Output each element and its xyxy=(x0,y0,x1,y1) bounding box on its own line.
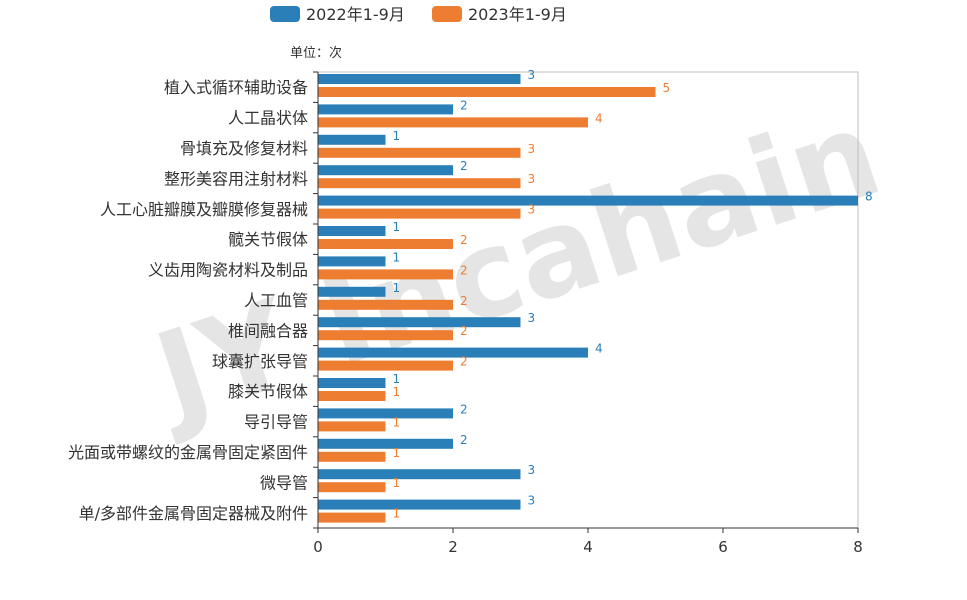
data-label: 3 xyxy=(528,463,536,477)
data-label: 2 xyxy=(460,324,468,338)
category-label: 单/多部件金属骨固定器械及附件 xyxy=(79,504,308,523)
x-tick-label: 4 xyxy=(583,538,593,556)
category-label: 髋关节假体 xyxy=(228,230,308,249)
legend: 2022年1-9月 2023年1-9月 xyxy=(270,5,567,24)
category-label: 人工心脏瓣膜及瓣膜修复器械 xyxy=(100,200,308,219)
axes-layer: 0 2 4 6 8 xyxy=(313,71,863,556)
bar-2023 xyxy=(318,299,453,310)
bar-2022 xyxy=(318,134,386,145)
legend-label-2023: 2023年1-9月 xyxy=(468,5,567,24)
category-label: 膝关节假体 xyxy=(228,382,308,401)
legend-swatch-2022 xyxy=(270,6,300,22)
bar-2022 xyxy=(318,347,588,358)
data-label: 3 xyxy=(528,311,536,325)
bar-2023 xyxy=(318,360,453,371)
data-label: 1 xyxy=(393,415,401,429)
data-label: 1 xyxy=(393,129,401,143)
data-label: 2 xyxy=(460,98,468,112)
category-label: 植入式循环辅助设备 xyxy=(164,78,308,97)
data-label: 1 xyxy=(393,476,401,490)
data-label: 4 xyxy=(595,111,603,125)
category-label: 微导管 xyxy=(260,473,308,492)
bar-2022 xyxy=(318,286,386,297)
data-label: 3 xyxy=(528,68,536,82)
data-label: 2 xyxy=(460,294,468,308)
bar-2023 xyxy=(318,87,656,97)
labels-layer: 植入式循环辅助设备 3 5 人工晶状体 2 4 骨填充及修复材料 1 3 整形美容用注射材料 2 3 人… xyxy=(68,68,873,523)
bar-2023 xyxy=(318,391,386,401)
data-label: 2 xyxy=(460,233,468,247)
unit-label: 单位：次 xyxy=(290,45,342,61)
bars-layer xyxy=(318,74,858,523)
data-label: 3 xyxy=(528,172,536,186)
data-label: 2 xyxy=(460,355,468,369)
data-label: 1 xyxy=(393,281,401,295)
bar-2022 xyxy=(318,469,521,480)
legend-label-2022: 2022年1-9月 xyxy=(306,5,405,24)
data-label: 3 xyxy=(528,203,536,217)
bar-2023 xyxy=(318,330,453,341)
bar-2023 xyxy=(318,512,386,523)
data-label: 3 xyxy=(528,494,536,508)
bar-2023 xyxy=(318,451,386,462)
bar-2023 xyxy=(318,117,588,128)
data-label: 1 xyxy=(393,385,401,399)
data-label: 4 xyxy=(595,342,603,356)
bar-2023 xyxy=(318,239,453,249)
x-tick-label: 2 xyxy=(448,538,458,556)
category-label: 人工晶状体 xyxy=(228,109,308,128)
bar-2022 xyxy=(318,195,858,206)
bar-2022 xyxy=(318,378,386,388)
legend-swatch-2023 xyxy=(432,6,462,22)
data-label: 3 xyxy=(528,142,536,156)
category-label: 光面或带螺纹的金属骨固定紧固件 xyxy=(68,443,308,462)
data-label: 2 xyxy=(460,433,468,447)
data-label: 1 xyxy=(393,250,401,264)
bar-2023 xyxy=(318,482,386,493)
data-label: 1 xyxy=(393,220,401,234)
category-label: 整形美容用注射材料 xyxy=(164,169,308,188)
bar-2022 xyxy=(318,499,521,510)
category-label: 球囊扩张导管 xyxy=(212,352,308,371)
bar-2022 xyxy=(318,408,453,419)
bar-2023 xyxy=(318,147,521,158)
bar-2022 xyxy=(318,165,453,176)
bar-2022 xyxy=(318,317,521,328)
data-label: 2 xyxy=(460,263,468,277)
category-label: 人工血管 xyxy=(244,291,308,310)
bar-2022 xyxy=(318,74,521,84)
data-label: 2 xyxy=(460,402,468,416)
bar-2023 xyxy=(318,208,521,219)
category-label: 义齿用陶瓷材料及制品 xyxy=(148,261,308,280)
bar-2022 xyxy=(318,104,453,115)
data-label: 1 xyxy=(393,446,401,460)
bar-2022 xyxy=(318,226,386,236)
bar-2022 xyxy=(318,438,453,449)
x-tick-label: 8 xyxy=(853,538,863,556)
bar-2023 xyxy=(318,269,453,280)
x-tick-label: 6 xyxy=(718,538,728,556)
bar-2022 xyxy=(318,256,386,267)
bar-2023 xyxy=(318,421,386,432)
data-label: 5 xyxy=(663,81,671,95)
data-label: 2 xyxy=(460,159,468,173)
data-label: 1 xyxy=(393,507,401,521)
data-label: 8 xyxy=(865,190,873,204)
category-label: 导引导管 xyxy=(244,413,308,432)
x-tick-label: 0 xyxy=(313,538,323,556)
data-label: 1 xyxy=(393,372,401,386)
bar-2023 xyxy=(318,178,521,189)
category-label: 椎间融合器 xyxy=(228,321,308,340)
category-label: 骨填充及修复材料 xyxy=(180,139,308,158)
